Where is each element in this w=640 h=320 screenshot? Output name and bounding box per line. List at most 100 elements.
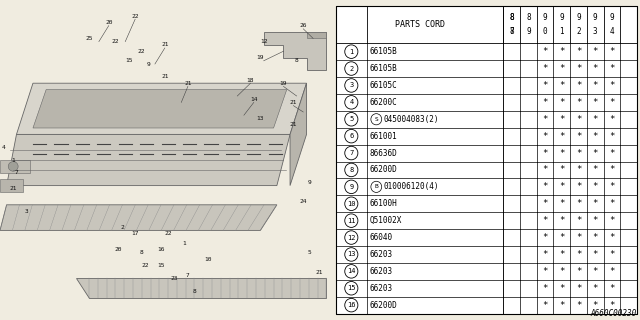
Text: *: * <box>593 98 598 107</box>
Text: *: * <box>559 81 564 90</box>
Text: *: * <box>543 267 548 276</box>
Text: 8: 8 <box>509 13 514 22</box>
Text: 66200D: 66200D <box>369 165 397 174</box>
Text: 18: 18 <box>247 77 254 83</box>
Text: *: * <box>543 250 548 259</box>
Text: *: * <box>576 64 581 73</box>
Text: *: * <box>593 301 598 310</box>
Text: 7: 7 <box>15 170 19 175</box>
Text: *: * <box>609 250 614 259</box>
Text: *: * <box>559 233 564 242</box>
Text: 66100H: 66100H <box>369 199 397 208</box>
Text: *: * <box>609 148 614 157</box>
Text: 66040: 66040 <box>369 233 392 242</box>
Text: 66200D: 66200D <box>369 301 397 310</box>
Text: *: * <box>576 98 581 107</box>
Text: 21: 21 <box>161 42 168 47</box>
Text: *: * <box>543 284 548 293</box>
Text: 9: 9 <box>543 13 547 22</box>
Text: 17: 17 <box>131 231 139 236</box>
Text: *: * <box>593 165 598 174</box>
Text: 8: 8 <box>509 13 514 22</box>
Text: *: * <box>576 250 581 259</box>
Text: *: * <box>559 115 564 124</box>
Text: *: * <box>576 216 581 225</box>
Text: *: * <box>593 216 598 225</box>
Text: 0: 0 <box>543 27 547 36</box>
Text: *: * <box>576 267 581 276</box>
Polygon shape <box>0 179 23 192</box>
Polygon shape <box>6 134 290 186</box>
Text: *: * <box>559 98 564 107</box>
Text: 24: 24 <box>300 199 307 204</box>
Text: 66203: 66203 <box>369 250 392 259</box>
Text: 86636D: 86636D <box>369 148 397 157</box>
Text: *: * <box>559 165 564 174</box>
Text: *: * <box>543 165 548 174</box>
Text: *: * <box>593 64 598 73</box>
Text: *: * <box>609 132 614 141</box>
Text: *: * <box>593 284 598 293</box>
Text: 22: 22 <box>138 49 145 54</box>
Text: 2: 2 <box>349 66 353 72</box>
Text: 66105C: 66105C <box>369 81 397 90</box>
Text: *: * <box>576 81 581 90</box>
Text: 9: 9 <box>593 13 598 22</box>
Text: *: * <box>593 267 598 276</box>
Polygon shape <box>76 278 326 298</box>
Text: B: B <box>374 184 378 189</box>
Text: *: * <box>576 47 581 56</box>
Text: 9: 9 <box>349 184 353 190</box>
Text: *: * <box>559 199 564 208</box>
Text: 4: 4 <box>349 99 353 105</box>
Text: S: S <box>374 117 378 122</box>
Text: *: * <box>543 115 548 124</box>
Text: 045004083(2): 045004083(2) <box>383 115 439 124</box>
Text: 9: 9 <box>526 27 531 36</box>
Text: *: * <box>593 199 598 208</box>
Text: 8: 8 <box>193 289 196 294</box>
Text: *: * <box>576 301 581 310</box>
Text: A660C00230: A660C00230 <box>591 309 637 318</box>
Text: 26: 26 <box>300 23 307 28</box>
Text: 22: 22 <box>164 231 172 236</box>
Polygon shape <box>264 32 326 70</box>
Text: 5: 5 <box>349 116 353 122</box>
Text: *: * <box>609 267 614 276</box>
Text: *: * <box>559 216 564 225</box>
Text: 2: 2 <box>120 225 124 230</box>
Polygon shape <box>0 160 29 173</box>
Text: *: * <box>576 165 581 174</box>
Text: 7: 7 <box>186 273 189 278</box>
Text: 66105B: 66105B <box>369 47 397 56</box>
Text: 21: 21 <box>289 100 297 105</box>
Text: 010006120(4): 010006120(4) <box>383 182 439 191</box>
Text: 25: 25 <box>85 36 93 41</box>
Text: *: * <box>543 199 548 208</box>
Text: 9: 9 <box>609 13 614 22</box>
Text: 3: 3 <box>593 27 598 36</box>
Text: *: * <box>559 250 564 259</box>
Text: 20: 20 <box>105 20 113 25</box>
Text: Q51002X: Q51002X <box>369 216 402 225</box>
Text: 16: 16 <box>347 302 356 308</box>
Text: 8: 8 <box>509 27 514 36</box>
Text: *: * <box>559 284 564 293</box>
Text: *: * <box>609 182 614 191</box>
Text: 12: 12 <box>260 39 268 44</box>
Text: *: * <box>593 250 598 259</box>
Text: 661001: 661001 <box>369 132 397 141</box>
Text: *: * <box>543 64 548 73</box>
Text: 22: 22 <box>111 39 119 44</box>
Text: *: * <box>609 301 614 310</box>
Text: 14: 14 <box>250 97 257 102</box>
Text: 5: 5 <box>308 250 312 255</box>
Text: 10: 10 <box>204 257 211 262</box>
Text: 6: 6 <box>349 133 353 139</box>
Text: 8: 8 <box>526 13 531 22</box>
Text: *: * <box>609 216 614 225</box>
Text: *: * <box>609 284 614 293</box>
Text: *: * <box>559 47 564 56</box>
Circle shape <box>8 162 18 171</box>
Text: 15: 15 <box>157 263 165 268</box>
